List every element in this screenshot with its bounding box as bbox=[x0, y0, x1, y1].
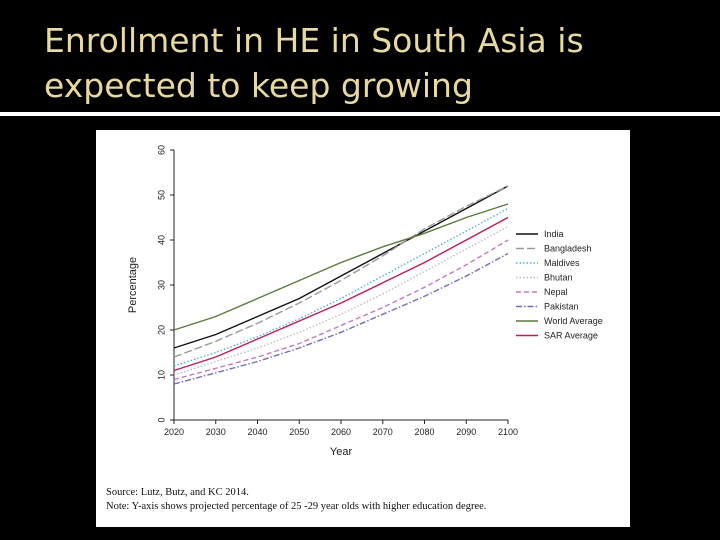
slide-title: Enrollment in HE in South Asia is expect… bbox=[44, 18, 684, 108]
legend-entry: Bhutan bbox=[544, 273, 573, 283]
series-line-bangladesh bbox=[173, 185, 509, 358]
x-tick-label: 2090 bbox=[456, 427, 476, 437]
chart-source-caption: Source: Lutz, Butz, and KC 2014. bbox=[106, 487, 249, 498]
y-tick-label: 30 bbox=[156, 280, 166, 290]
x-axis-label: Year bbox=[330, 446, 353, 458]
series-line-india bbox=[173, 185, 509, 349]
y-tick-label: 0 bbox=[156, 417, 166, 422]
chart-note-caption: Note: Y-axis shows projected percentage … bbox=[106, 501, 487, 512]
legend-entry: Nepal bbox=[544, 287, 568, 297]
series-line-pakistan bbox=[173, 252, 509, 385]
series-line-world-average bbox=[173, 203, 509, 331]
legend-entry: Bangladesh bbox=[544, 244, 592, 254]
x-tick-label: 2030 bbox=[206, 427, 226, 437]
title-divider bbox=[0, 112, 720, 116]
slide-title-line-2: expected to keep growing bbox=[44, 66, 473, 105]
legend-entry: India bbox=[544, 229, 564, 239]
legend-entry: SAR Average bbox=[544, 331, 598, 341]
legend-entry: Maldives bbox=[544, 258, 580, 268]
x-tick-label: 2100 bbox=[498, 427, 518, 437]
y-tick-label: 20 bbox=[156, 325, 166, 335]
y-tick-label: 50 bbox=[156, 190, 166, 200]
slide-title-line-1: Enrollment in HE in South Asia is bbox=[44, 21, 584, 60]
x-tick-label: 2060 bbox=[331, 427, 351, 437]
x-tick-label: 2020 bbox=[164, 427, 184, 437]
x-tick-label: 2080 bbox=[414, 427, 434, 437]
figure-panel: 0 10 20 30 40 50 60 2020 2030 2040 2050 2060 2070 208… bbox=[96, 130, 630, 527]
legend-entry: World Average bbox=[544, 316, 603, 326]
y-tick-label: 40 bbox=[156, 235, 166, 245]
y-tick-label: 10 bbox=[156, 370, 166, 380]
series-line-sar-average bbox=[173, 216, 509, 372]
x-tick-label: 2070 bbox=[373, 427, 393, 437]
x-tick-label: 2050 bbox=[289, 427, 309, 437]
y-tick-label: 60 bbox=[156, 145, 166, 155]
series-line-maldives bbox=[173, 207, 509, 367]
series-line-nepal bbox=[173, 239, 509, 381]
legend-entry: Pakistan bbox=[544, 302, 579, 312]
x-tick-label: 2040 bbox=[247, 427, 267, 437]
y-axis-label: Percentage bbox=[127, 257, 139, 313]
